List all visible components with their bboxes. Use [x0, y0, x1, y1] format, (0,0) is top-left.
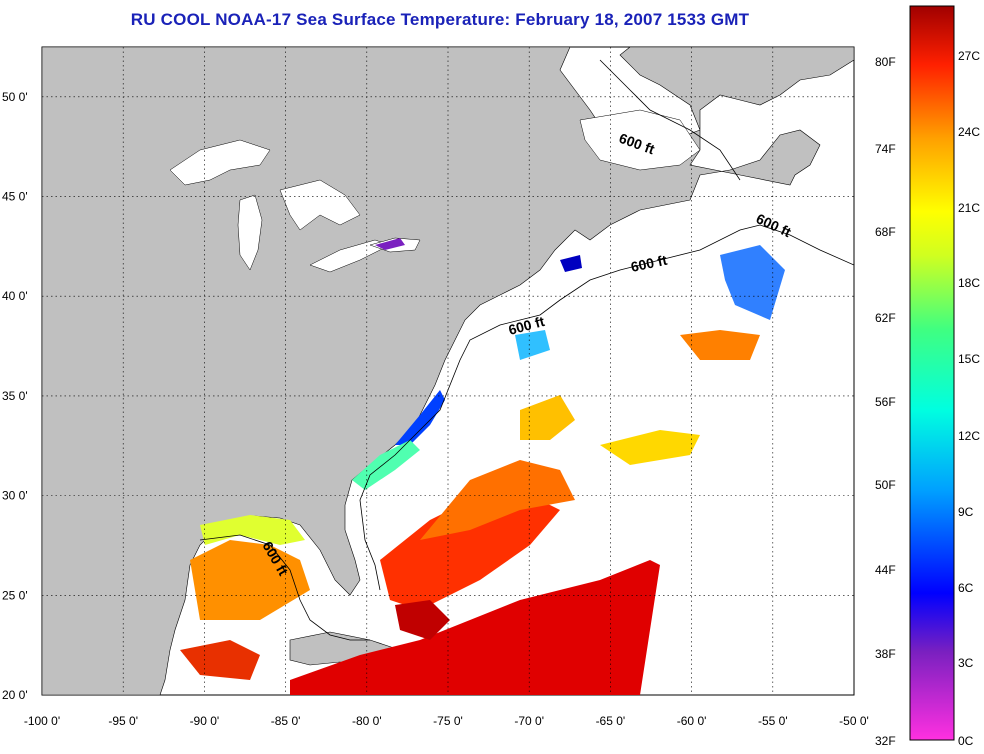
- colorbar-celsius-label: 21C: [958, 201, 980, 215]
- great-lake-michigan: [237, 194, 263, 271]
- latitude-tick-label: 40 0': [2, 289, 28, 303]
- longitude-tick-label: -60 0': [677, 714, 707, 728]
- colorbar-fahrenheit-labels: 80F 74F 68F 62F 56F 50F 44F 38F 32F: [875, 55, 896, 748]
- great-lake-huron: [279, 179, 361, 231]
- great-lake-superior: [169, 139, 271, 186]
- colorbar-celsius-label: 27C: [958, 49, 980, 63]
- latitude-tick-label: 35 0': [2, 389, 28, 403]
- colorbar-fahrenheit-label: 80F: [875, 55, 896, 69]
- colorbar-celsius-label: 0C: [958, 734, 974, 748]
- colorbar-celsius-labels: 27C 24C 21C 18C 15C 12C 9C 6C 3C 0C: [958, 49, 980, 748]
- colorbar-fahrenheit-label: 38F: [875, 647, 896, 661]
- latitude-tick-label: 25 0': [2, 588, 28, 602]
- longitude-tick-label: -75 0': [433, 714, 463, 728]
- colorbar-fahrenheit-label: 32F: [875, 734, 896, 748]
- longitude-tick-label: -90 0': [190, 714, 220, 728]
- longitude-tick-label: -70 0': [514, 714, 544, 728]
- latitude-tick-labels: 20 0' 25 0' 30 0' 35 0' 40 0' 45 0' 50 0': [2, 90, 28, 702]
- colorbar-celsius-label: 3C: [958, 656, 974, 670]
- latitude-tick-label: 45 0': [2, 190, 28, 204]
- isobath-line: [359, 224, 854, 591]
- gulf-st-lawrence: [579, 109, 701, 171]
- latitude-tick-label: 30 0': [2, 489, 28, 503]
- longitude-tick-label: -100 0': [24, 714, 60, 728]
- colorbar-scale: [909, 5, 955, 741]
- isobath-label: 600 ft: [629, 252, 668, 275]
- colorbar-celsius-label: 15C: [958, 352, 980, 366]
- longitude-tick-label: -65 0': [596, 714, 626, 728]
- colorbar-fahrenheit-label: 68F: [875, 225, 896, 239]
- latitude-tick-label: 20 0': [2, 688, 28, 702]
- colorbar-celsius-label: 9C: [958, 505, 974, 519]
- longitude-tick-label: -80 0': [352, 714, 382, 728]
- longitude-tick-label: -85 0': [271, 714, 301, 728]
- colorbar-celsius-label: 24C: [958, 125, 980, 139]
- isobath-line: [199, 534, 370, 641]
- sst-data-layer: [180, 238, 785, 695]
- isobath-line: [599, 59, 741, 181]
- colorbar-celsius-label: 18C: [958, 276, 980, 290]
- latitude-tick-label: 50 0': [2, 90, 28, 104]
- longitude-tick-labels: -100 0' -95 0' -90 0' -85 0' -80 0' -75 0' -70…: [24, 714, 869, 728]
- longitude-tick-label: -55 0': [758, 714, 788, 728]
- colorbar-celsius-label: 6C: [958, 581, 974, 595]
- longitude-tick-label: -50 0': [839, 714, 869, 728]
- colorbar-celsius-label: 12C: [958, 429, 980, 443]
- colorbar-fahrenheit-label: 74F: [875, 142, 896, 156]
- colorbar-fahrenheit-label: 56F: [875, 395, 896, 409]
- colorbar-fahrenheit-label: 44F: [875, 563, 896, 577]
- map-title: RU COOL NOAA-17 Sea Surface Temperature:…: [130, 10, 750, 29]
- graticule: [42, 47, 854, 695]
- colorbar-fahrenheit-label: 50F: [875, 478, 896, 492]
- longitude-tick-label: -95 0': [108, 714, 138, 728]
- colorbar-fahrenheit-label: 62F: [875, 311, 896, 325]
